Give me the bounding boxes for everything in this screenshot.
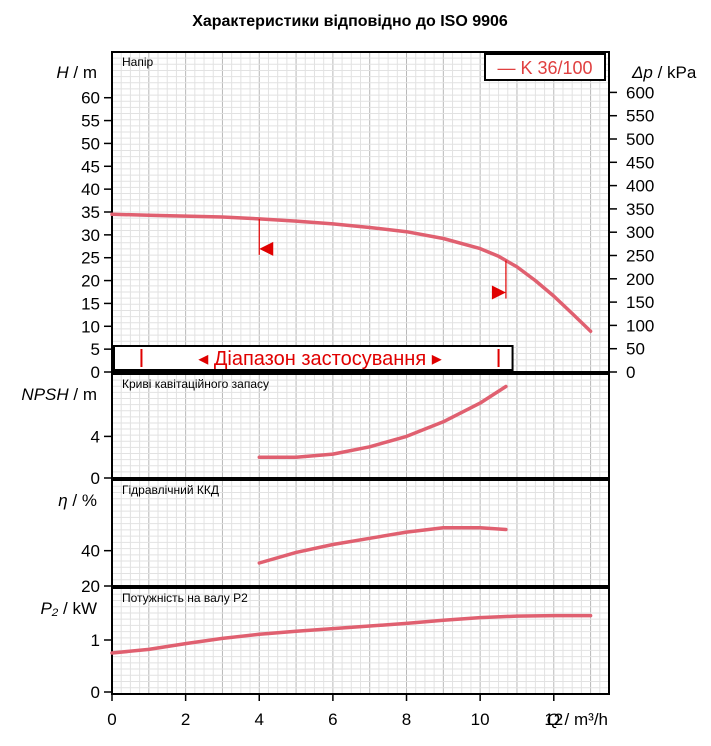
panel-title-npsh: Криві кавітаційного запасу <box>122 377 269 391</box>
right-tick-label: 350 <box>626 200 654 219</box>
range-marker-arrow-right <box>491 285 506 300</box>
y-axis-unit: / % <box>68 491 97 510</box>
panel-title-head: Напір <box>122 55 154 69</box>
x-tick-label: 2 <box>181 710 190 729</box>
y-tick-label: 0 <box>91 683 100 702</box>
panel-title-power: Потужність на валу P2 <box>122 591 248 605</box>
chart-title: Характеристики відповідно до ISO 9906 <box>192 13 508 30</box>
panel-frames <box>104 51 617 701</box>
right-tick-label: 250 <box>626 247 654 266</box>
y-tick-label: 0 <box>91 363 100 382</box>
y-tick-label: 50 <box>81 134 100 153</box>
y-tick-label: 5 <box>91 340 100 359</box>
y-axis-label-power: P₂ / kW <box>40 599 97 618</box>
y-tick-label: 20 <box>81 272 100 291</box>
curve-npsh <box>257 384 508 459</box>
y-tick-label: 25 <box>81 249 100 268</box>
right-tick-label: 600 <box>626 83 654 102</box>
application-range-box <box>113 345 514 371</box>
right-tick-label: 400 <box>626 177 654 196</box>
y-tick-label: 45 <box>81 157 100 176</box>
application-range-label: ◂ Діапазон застосування ▸ <box>198 348 442 370</box>
y-tick-label: 10 <box>81 317 100 336</box>
y-tick-label: 15 <box>81 294 100 313</box>
y-axis-label-eta: η / % <box>58 491 97 510</box>
right-axis-unit: / kPa <box>653 63 697 82</box>
y-tick-label: 30 <box>81 226 100 245</box>
y-tick-label: 0 <box>91 469 100 488</box>
right-axis-label: Δp / kPa <box>631 63 697 82</box>
y-tick-label: 40 <box>81 542 100 561</box>
right-tick-label: 50 <box>626 340 645 359</box>
curve-eta <box>257 525 508 565</box>
marker-layer <box>113 53 606 371</box>
curve-power <box>110 613 593 655</box>
y-tick-label: 55 <box>81 112 100 131</box>
right-axis-symbol: Δp <box>631 63 653 82</box>
x-tick-label: 10 <box>471 710 490 729</box>
y-tick-label: 4 <box>91 427 100 446</box>
panel-frame-npsh <box>111 373 610 479</box>
x-tick-label: 6 <box>328 710 337 729</box>
y-axis-unit: / m <box>69 385 97 404</box>
x-axis-unit: / m³/h <box>560 710 608 729</box>
x-axis-symbol: Q <box>547 710 560 729</box>
y-axis-label-npsh: NPSH / m <box>21 385 97 404</box>
y-axis-symbol: H <box>56 63 69 82</box>
x-axis-label: Q / m³/h <box>547 710 608 729</box>
y-tick-label: 20 <box>81 577 100 596</box>
x-tick-label: 12 <box>544 710 563 729</box>
y-axis-symbol: η <box>58 491 67 510</box>
y-axis-symbol: P₂ <box>40 599 58 618</box>
right-tick-label: 300 <box>626 223 654 242</box>
x-tick-label: 4 <box>255 710 264 729</box>
right-tick-label: 150 <box>626 293 654 312</box>
range-marker-arrow-left <box>259 241 274 256</box>
y-tick-label: 1 <box>91 631 100 650</box>
curve-head <box>110 212 593 334</box>
y-axis-label-head: H / m <box>56 63 97 82</box>
y-axis-unit: / kW <box>58 599 97 618</box>
x-tick-label: 0 <box>107 710 116 729</box>
curve-layer <box>110 212 593 655</box>
right-tick-label: 200 <box>626 270 654 289</box>
right-tick-label: 0 <box>626 363 635 382</box>
right-tick-label: 450 <box>626 153 654 172</box>
panel-title-eta: Гідравлічний ККД <box>122 483 219 497</box>
y-axis-unit: / m <box>69 63 97 82</box>
legend-entry: — K 36/100 <box>497 58 592 78</box>
right-tick-label: 550 <box>626 107 654 126</box>
y-tick-label: 35 <box>81 203 100 222</box>
right-tick-label: 100 <box>626 316 654 335</box>
y-tick-label: 40 <box>81 180 100 199</box>
legend-box <box>484 53 606 81</box>
right-tick-label: 500 <box>626 130 654 149</box>
panel-frame-power <box>111 587 610 695</box>
x-tick-label: 8 <box>402 710 411 729</box>
y-tick-label: 60 <box>81 89 100 108</box>
y-axis-symbol: NPSH <box>21 385 69 404</box>
panel-frame-eta <box>111 479 610 587</box>
